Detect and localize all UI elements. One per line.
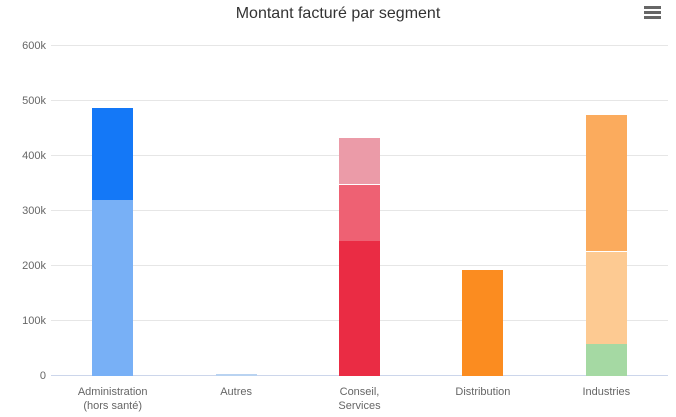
bar-segment[interactable] xyxy=(215,373,257,376)
chart-title: Montant facturé par segment xyxy=(235,5,441,22)
y-gridline xyxy=(51,45,668,46)
x-axis-label: Autres xyxy=(220,386,252,398)
x-axis-label: Conseil, Services xyxy=(338,386,381,412)
y-axis-label: 100k xyxy=(22,315,46,327)
chart-context-menu-button[interactable] xyxy=(640,3,665,24)
bar-segment[interactable] xyxy=(462,270,504,376)
bar-segment[interactable] xyxy=(339,241,380,376)
bar-segment[interactable] xyxy=(92,106,134,200)
bar-segment[interactable] xyxy=(585,251,627,345)
x-axis-label: Industries xyxy=(582,386,631,398)
y-axis-label: 0 xyxy=(39,370,46,382)
y-axis-label: 500k xyxy=(22,95,46,107)
y-gridline xyxy=(51,100,668,101)
bar-segment[interactable] xyxy=(585,344,627,376)
y-axis-label: 200k xyxy=(22,260,46,272)
bar-segment[interactable] xyxy=(585,114,627,252)
bar-segment[interactable] xyxy=(339,183,380,242)
bar-segment[interactable] xyxy=(339,136,380,184)
y-axis-label: 300k xyxy=(22,205,46,217)
hamburger-menu-icon xyxy=(644,6,661,19)
x-axis-label: Distribution xyxy=(455,386,511,398)
bar-segment[interactable] xyxy=(92,200,134,376)
y-axis-label: 600k xyxy=(22,40,46,52)
x-axis-label: Administration (hors santé) xyxy=(77,386,148,412)
y-axis-label: 400k xyxy=(22,150,46,162)
